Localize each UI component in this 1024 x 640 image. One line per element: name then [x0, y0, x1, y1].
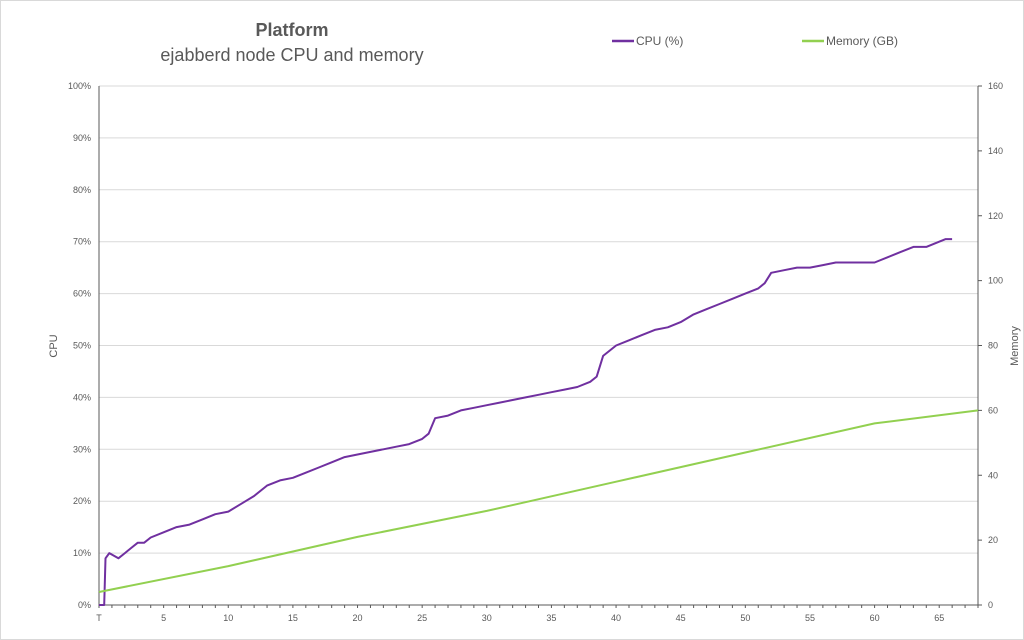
y-tick-label: 50% — [73, 341, 91, 351]
y2-tick-label: 60 — [988, 405, 998, 415]
axes — [98, 85, 982, 608]
x-tick-label: 30 — [482, 613, 492, 623]
y2-axis-title: Memory — [1009, 326, 1021, 366]
x-tick-label: 10 — [223, 613, 233, 623]
legend-label-cpu: CPU (%) — [636, 34, 683, 48]
tick-labels: 0% 10% 20% 30% 40% 50% 60% 70% 80% 90% 100% 0 20 40 60… — [68, 81, 1003, 623]
chart-title: Platform — [255, 20, 329, 40]
y2-tick-label: 160 — [988, 81, 1003, 91]
y-tick-label: 40% — [73, 392, 91, 402]
x-tick-label: 55 — [805, 613, 815, 623]
x-tick-label: 65 — [934, 613, 944, 623]
x-tick-label: 5 — [161, 613, 166, 623]
y-tick-label: 10% — [73, 548, 91, 558]
legend-label-memory: Memory (GB) — [826, 34, 898, 48]
series-layer — [98, 238, 979, 606]
chart-subtitle: ejabberd node CPU and memory — [160, 45, 424, 65]
series-line-cpu — [99, 238, 953, 606]
y-tick-label: 20% — [73, 496, 91, 506]
y2-tick-label: 100 — [988, 276, 1003, 286]
y-tick-label: 60% — [73, 289, 91, 299]
x-tick-label: 15 — [288, 613, 298, 623]
x-tick-label: 45 — [676, 613, 686, 623]
y2-tick-label: 140 — [988, 146, 1003, 156]
legend: CPU (%) Memory (GB) — [612, 34, 898, 48]
x-tick-label: 35 — [546, 613, 556, 623]
x-tick-label: 50 — [740, 613, 750, 623]
y-tick-label: 70% — [73, 237, 91, 247]
x-tick-label: 60 — [870, 613, 880, 623]
y2-tick-label: 0 — [988, 600, 993, 610]
series-line-memory — [98, 409, 979, 593]
y-tick-label: 30% — [73, 444, 91, 454]
x-tick-label: 20 — [353, 613, 363, 623]
y-tick-label: 80% — [73, 185, 91, 195]
y-axis-title: CPU — [48, 334, 60, 357]
y-tick-label: 100% — [68, 81, 91, 91]
gridlines — [99, 85, 978, 554]
y2-tick-label: 40 — [988, 470, 998, 480]
x-tick-label: 40 — [611, 613, 621, 623]
y-tick-label: 90% — [73, 133, 91, 143]
y-tick-label: 0% — [78, 600, 91, 610]
x-tick-label: 25 — [417, 613, 427, 623]
y2-tick-label: 120 — [988, 211, 1003, 221]
y2-tick-label: 80 — [988, 341, 998, 351]
x-tick-label: T — [96, 613, 102, 623]
y2-tick-label: 20 — [988, 535, 998, 545]
